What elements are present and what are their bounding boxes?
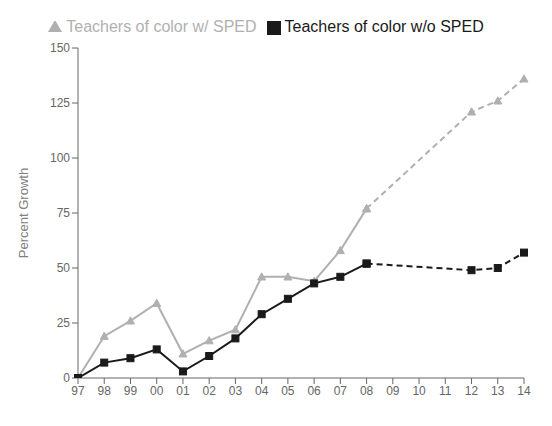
svg-text:14: 14 bbox=[517, 384, 531, 398]
svg-text:100: 100 bbox=[50, 151, 70, 165]
svg-text:05: 05 bbox=[281, 384, 295, 398]
svg-text:11: 11 bbox=[439, 384, 452, 398]
svg-text:50: 50 bbox=[57, 261, 71, 275]
svg-text:75: 75 bbox=[57, 206, 71, 220]
svg-text:02: 02 bbox=[202, 384, 216, 398]
svg-text:00: 00 bbox=[150, 384, 164, 398]
svg-text:97: 97 bbox=[71, 384, 85, 398]
svg-text:01: 01 bbox=[176, 384, 190, 398]
svg-text:98: 98 bbox=[98, 384, 112, 398]
svg-text:125: 125 bbox=[50, 96, 70, 110]
svg-text:0: 0 bbox=[63, 371, 70, 385]
svg-text:10: 10 bbox=[412, 384, 426, 398]
svg-text:12: 12 bbox=[465, 384, 479, 398]
html-text:Teachers of color w/o SPED: Teachers of color w/o SPED bbox=[284, 18, 484, 35]
svg-text:04: 04 bbox=[255, 384, 269, 398]
svg-text:07: 07 bbox=[334, 384, 348, 398]
svg-text:06: 06 bbox=[307, 384, 321, 398]
svg-text:25: 25 bbox=[57, 316, 71, 330]
svg-text:08: 08 bbox=[360, 384, 374, 398]
svg-text:13: 13 bbox=[491, 384, 505, 398]
svg-text:Percent Growth: Percent Growth bbox=[16, 168, 31, 258]
svg-text:09: 09 bbox=[386, 384, 400, 398]
svg-text:150: 150 bbox=[50, 41, 70, 55]
html-text:Teachers of color w/ SPED: Teachers of color w/ SPED bbox=[66, 18, 257, 35]
svg-text:03: 03 bbox=[229, 384, 243, 398]
svg-text:99: 99 bbox=[124, 384, 138, 398]
